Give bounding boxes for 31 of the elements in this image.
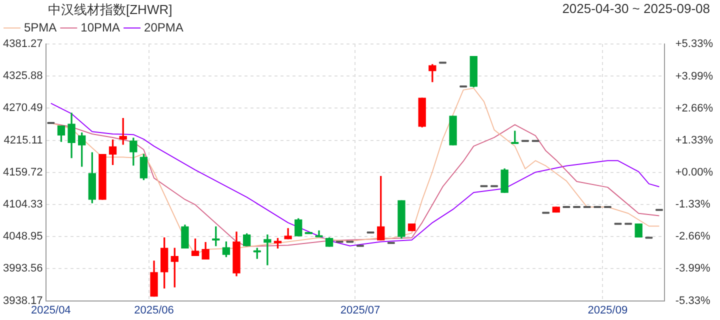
y2-tick-label: +3.99% <box>675 70 714 82</box>
y-tick-label: 4104.33 <box>2 198 43 211</box>
y2-tick-label: +0.00% <box>675 166 714 178</box>
y-tick-label: 3938.17 <box>2 294 43 307</box>
y-tick-label: 4159.72 <box>2 166 43 178</box>
y2-tick-label: +2.66% <box>675 102 714 114</box>
chart-subtitle: 2025-04-30 ~ 2025-09-08 <box>562 1 710 16</box>
y2-tick-label: +5.33% <box>675 38 714 50</box>
legend-label: 10PMA <box>80 20 120 34</box>
candlestick <box>634 223 642 238</box>
y2-tick-label: +1.33% <box>675 134 714 146</box>
y-tick-label: 4215.11 <box>4 134 43 146</box>
y2-tick-label: -1.33% <box>675 198 710 210</box>
y-tick-label: 4048.95 <box>2 230 43 243</box>
candlestick <box>449 116 457 146</box>
y-tick-label: 4270.49 <box>2 102 43 114</box>
x-tick-label: 2025/04 <box>31 304 71 316</box>
y-tick-label: 4325.88 <box>2 70 43 82</box>
candlestick <box>552 206 560 213</box>
y2-tick-label: -5.33% <box>675 294 710 307</box>
x-tick-label: 2025/06 <box>134 304 174 316</box>
legend-label: 5PMA <box>24 20 57 34</box>
x-tick-label: 2025/09 <box>588 304 628 316</box>
y2-tick-label: -3.99% <box>675 262 710 275</box>
y-tick-label: 3993.56 <box>2 262 43 275</box>
legend-label: 20PMA <box>144 20 184 34</box>
x-tick-label: 2025/07 <box>340 304 380 316</box>
candlestick <box>98 154 106 200</box>
chart-title: 中汉线材指数[ZHWR] <box>48 1 172 19</box>
y-tick-label: 4381.27 <box>2 38 43 50</box>
y2-tick-label: -2.66% <box>675 230 710 243</box>
